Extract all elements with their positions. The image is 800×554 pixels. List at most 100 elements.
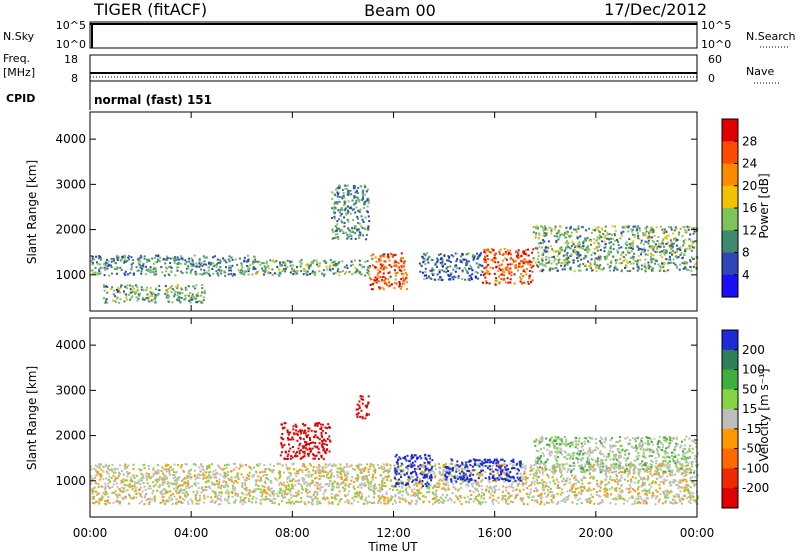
scatter-cell xyxy=(218,485,221,488)
scatter-cell xyxy=(567,246,570,249)
scatter-cell xyxy=(336,483,339,486)
scatter-cell xyxy=(146,293,149,296)
scatter-cell xyxy=(472,490,475,493)
scatter-cell xyxy=(478,493,480,496)
scatter-cell xyxy=(637,492,639,495)
scatter-cell xyxy=(209,263,212,266)
scatter-cell xyxy=(272,492,275,495)
scatter-cell xyxy=(220,491,223,494)
scatter-cell xyxy=(145,286,148,289)
scatter-cell xyxy=(107,482,110,485)
scatter-cell xyxy=(174,479,177,482)
scatter-cell xyxy=(340,476,343,479)
scatter-cell xyxy=(577,259,579,262)
scatter-cell xyxy=(684,478,687,481)
scatter-cell xyxy=(146,482,149,485)
scatter-cell xyxy=(417,497,420,500)
scatter-cell xyxy=(535,226,538,229)
scatter-cell xyxy=(339,463,342,466)
scatter-cell xyxy=(174,476,176,479)
scatter-cell xyxy=(187,470,190,473)
scatter-cell xyxy=(371,283,374,286)
scatter-cell xyxy=(338,271,341,273)
scatter-cell xyxy=(508,267,511,270)
scatter-cell xyxy=(659,225,662,228)
scatter-cell xyxy=(137,468,140,471)
scatter-cell xyxy=(609,251,612,254)
scatter-cell xyxy=(200,268,203,271)
scatter-cell xyxy=(344,501,347,504)
scatter-cell xyxy=(662,242,665,245)
scatter-cell xyxy=(230,272,233,275)
scatter-cell xyxy=(120,486,123,489)
scatter-cell xyxy=(598,466,601,469)
scatter-cell xyxy=(279,481,282,484)
scatter-cell xyxy=(377,500,380,503)
scatter-cell xyxy=(471,269,474,272)
scatter-cell xyxy=(99,258,102,261)
scatter-cell xyxy=(264,267,267,270)
scatter-cell xyxy=(537,251,540,254)
scatter-cell xyxy=(223,270,226,273)
scatter-cell xyxy=(346,190,349,193)
scatter-cell xyxy=(119,500,122,503)
scatter-cell xyxy=(358,222,361,225)
scatter-cell xyxy=(173,261,176,264)
scatter-cell xyxy=(493,462,496,465)
scatter-cell xyxy=(665,270,668,273)
scatter-cell xyxy=(353,495,356,498)
scatter-cell xyxy=(208,466,211,469)
scatter-cell xyxy=(255,481,258,484)
scatter-cell xyxy=(423,257,426,260)
scatter-cell xyxy=(590,243,592,246)
scatter-cell xyxy=(339,270,342,273)
scatter-cell xyxy=(672,480,675,483)
scatter-cell xyxy=(178,491,180,494)
scatter-cell xyxy=(285,488,288,491)
scatter-cell xyxy=(144,273,147,276)
scatter-cell xyxy=(659,493,662,496)
scatter-cell xyxy=(394,259,397,262)
scatter-cell xyxy=(114,490,117,492)
scatter-cell xyxy=(606,237,609,240)
scatter-cell xyxy=(641,489,644,492)
scatter-cell xyxy=(112,474,115,477)
scatter-cell xyxy=(199,470,202,473)
scatter-cell xyxy=(245,463,247,466)
scatter-cell xyxy=(202,472,205,475)
scatter-cell xyxy=(176,487,179,490)
scatter-cell xyxy=(684,248,687,251)
scatter-cell xyxy=(683,242,686,244)
scatter-cell xyxy=(164,476,167,479)
scatter-cell xyxy=(512,258,515,261)
scatter-cell xyxy=(690,476,693,479)
scatter-cell xyxy=(659,245,662,248)
scatter-cell xyxy=(184,286,187,289)
scatter-cell xyxy=(424,263,427,266)
scatter-cell xyxy=(339,185,342,188)
scatter-cell xyxy=(354,191,357,194)
scatter-cell xyxy=(329,470,332,473)
scatter-cell xyxy=(339,228,342,231)
scatter-cell xyxy=(184,262,186,265)
scatter-cell xyxy=(672,495,675,498)
scatter-cell xyxy=(141,473,144,476)
scatter-cell xyxy=(431,486,434,489)
scatter-cell xyxy=(322,493,325,496)
scatter-cell xyxy=(354,267,357,270)
scatter-cell xyxy=(537,255,540,258)
scatter-cell xyxy=(637,497,640,500)
scatter-cell xyxy=(440,474,443,477)
scatter-cell xyxy=(169,286,172,289)
scatter-cell xyxy=(540,496,543,499)
scatter-cell xyxy=(130,296,133,299)
scatter-cell xyxy=(226,463,228,466)
scatter-cell xyxy=(368,481,371,484)
scatter-cell xyxy=(312,494,315,497)
scatter-cell xyxy=(240,262,243,265)
scatter-cell xyxy=(465,484,468,487)
scatter-cell xyxy=(502,253,505,256)
scatter-cell xyxy=(505,467,508,470)
scatter-cell xyxy=(506,277,509,280)
scatter-cell xyxy=(633,236,636,238)
